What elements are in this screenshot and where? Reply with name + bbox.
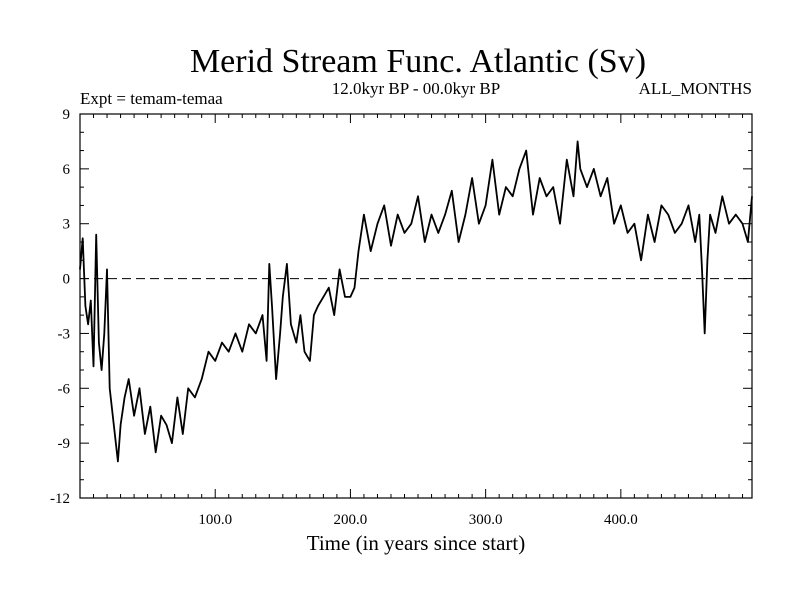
- x-tick-label: 300.0: [469, 512, 503, 528]
- experiment-label: Expt = temam-temaa: [80, 89, 223, 108]
- y-tick-label: -12: [50, 491, 70, 507]
- plot-frame: [79, 113, 753, 499]
- y-tick-label: 0: [63, 272, 71, 288]
- y-tick-label: 3: [63, 217, 71, 233]
- chart-subtitle: 12.0kyr BP - 00.0kyr BP: [332, 79, 500, 98]
- tick-labels-layer: 9 6 3 0 -3 -6 -9 -12 100.0 200.0 300.0 400.0: [50, 107, 638, 528]
- months-label: ALL_MONTHS: [639, 79, 752, 98]
- x-tick-label: 200.0: [334, 512, 368, 528]
- series-line: [79, 140, 753, 463]
- chart-title: Merid Stream Func. Atlantic (Sv): [190, 43, 646, 80]
- x-tick-label: 400.0: [604, 512, 638, 528]
- y-tick-label: 9: [63, 107, 71, 123]
- y-tick-label: -3: [58, 326, 71, 342]
- x-axis-label: Time (in years since start): [307, 531, 526, 555]
- y-tick-label: -9: [58, 436, 71, 452]
- y-tick-label: 6: [63, 162, 71, 178]
- y-tick-label: -6: [58, 381, 71, 397]
- ticks-layer: [80, 113, 752, 499]
- x-tick-label: 100.0: [198, 512, 232, 528]
